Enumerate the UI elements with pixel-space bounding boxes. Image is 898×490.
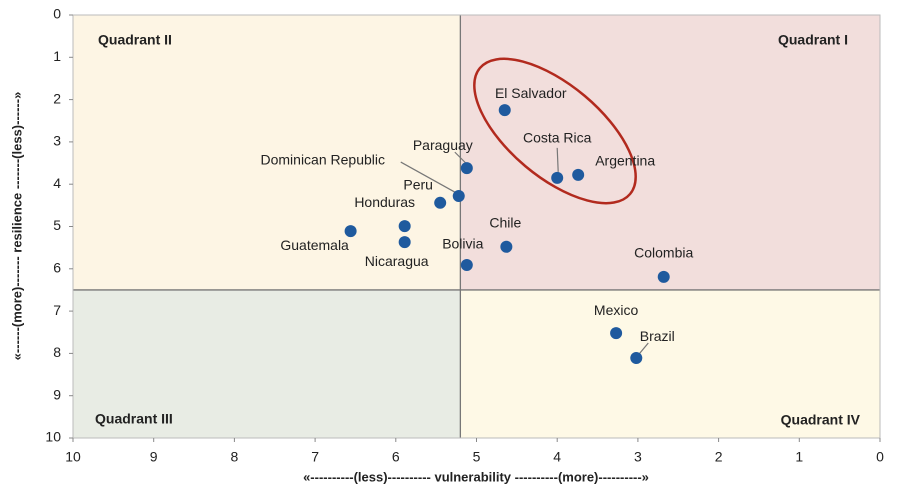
- point: [657, 270, 670, 283]
- point: [630, 352, 643, 365]
- point-label: Brazil: [640, 328, 675, 344]
- x-tick-label: 6: [392, 449, 400, 465]
- y-tick-label: 8: [53, 344, 61, 360]
- point-label: Dominican Republic: [260, 152, 385, 168]
- y-tick-label: 2: [53, 90, 61, 106]
- y-tick-label: 3: [53, 133, 61, 149]
- point-label: Paraguay: [413, 137, 473, 153]
- quadrant-label: Quadrant I: [778, 32, 848, 48]
- x-tick-label: 4: [553, 449, 561, 465]
- point: [460, 258, 473, 271]
- x-tick-label: 8: [231, 449, 239, 465]
- point: [498, 104, 511, 117]
- point: [434, 196, 447, 209]
- y-tick-label: 6: [53, 260, 61, 276]
- quadrant-label: Quadrant IV: [781, 412, 861, 428]
- point-label: El Salvador: [495, 85, 567, 101]
- x-tick-label: 10: [65, 449, 81, 465]
- x-tick-label: 0: [876, 449, 884, 465]
- quadrant-label: Quadrant III: [95, 411, 173, 427]
- y-tick-label: 7: [53, 302, 61, 318]
- point: [344, 225, 357, 238]
- point-label: Chile: [489, 215, 521, 231]
- point-label: Argentina: [595, 153, 655, 169]
- point: [398, 236, 411, 249]
- leader-line: [454, 151, 467, 164]
- x-tick-label: 9: [150, 449, 158, 465]
- x-tick-label: 5: [473, 449, 481, 465]
- leader-line: [400, 161, 456, 193]
- point: [551, 171, 564, 184]
- quadrant-4: [460, 289, 880, 438]
- point-label: Nicaragua: [365, 253, 429, 269]
- highlight-ellipse: [473, 57, 637, 205]
- y-tick-label: 0: [53, 6, 61, 22]
- point-label: Costa Rica: [523, 130, 592, 146]
- point: [460, 162, 473, 175]
- point: [610, 327, 623, 340]
- quadrant-3: [73, 289, 461, 438]
- point: [398, 220, 411, 233]
- point: [572, 168, 585, 181]
- quadrant-2: [73, 15, 461, 290]
- point: [452, 190, 465, 203]
- x-tick-label: 1: [795, 449, 803, 465]
- x-tick-label: 2: [715, 449, 723, 465]
- x-tick-label: 7: [311, 449, 319, 465]
- y-tick-label: 5: [53, 217, 61, 233]
- point-label: Bolivia: [442, 236, 483, 252]
- point-label: Honduras: [354, 194, 415, 210]
- y-axis-label: «------(more)------- resilience -------(…: [9, 92, 24, 361]
- y-tick-label: 10: [45, 429, 61, 445]
- x-tick-label: 3: [634, 449, 642, 465]
- y-tick-label: 4: [53, 175, 61, 191]
- quadrant-1: [460, 15, 880, 290]
- leader-line: [556, 147, 559, 172]
- point-label: Peru: [403, 177, 433, 193]
- point-label: Colombia: [634, 245, 693, 261]
- quadrant-label: Quadrant II: [98, 32, 172, 48]
- y-tick-label: 9: [53, 386, 61, 402]
- point-label: Mexico: [594, 302, 639, 318]
- point: [500, 240, 513, 253]
- point-label: Guatemala: [280, 237, 349, 253]
- leader-line: [637, 342, 649, 356]
- x-axis-label: «----------(less)---------- vulnerabilit…: [303, 469, 649, 484]
- y-tick-label: 1: [53, 48, 61, 64]
